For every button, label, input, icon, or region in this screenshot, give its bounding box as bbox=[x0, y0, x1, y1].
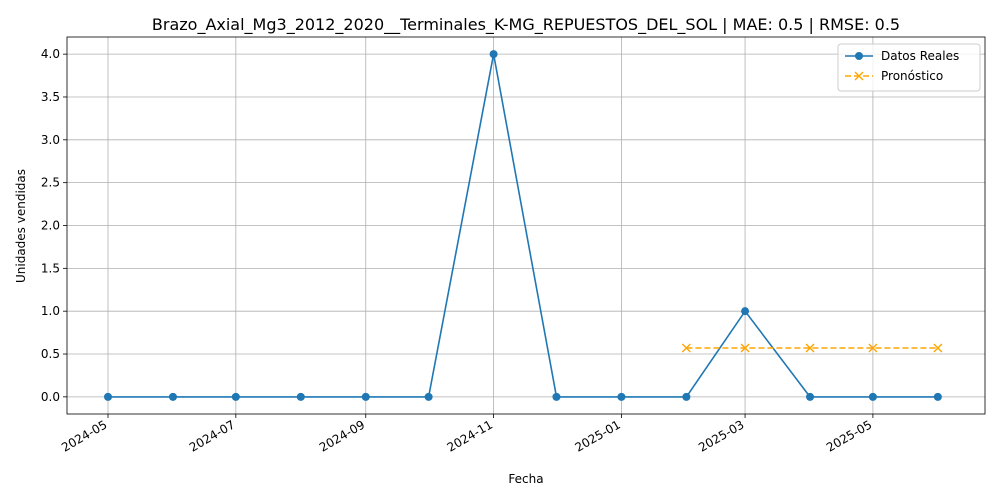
y-tick-label: 1.5 bbox=[41, 261, 60, 275]
series-line-0 bbox=[108, 53, 938, 398]
data-point bbox=[806, 392, 815, 401]
data-point-stroke bbox=[740, 343, 750, 353]
y-tick-label: 2.0 bbox=[41, 219, 60, 233]
series-layer bbox=[104, 50, 943, 401]
data-point bbox=[868, 343, 878, 353]
x-axis-label: Fecha bbox=[508, 472, 543, 486]
data-point-stroke bbox=[805, 343, 815, 353]
legend-marker bbox=[855, 52, 863, 60]
data-point bbox=[104, 392, 112, 401]
data-point-stroke bbox=[868, 343, 878, 353]
data-point bbox=[617, 392, 626, 401]
data-point bbox=[489, 50, 498, 59]
data-point bbox=[741, 307, 750, 316]
data-point-stroke bbox=[681, 343, 691, 353]
legend: Datos Reales Pronóstico bbox=[837, 43, 981, 92]
data-point bbox=[805, 343, 815, 353]
data-point-stroke bbox=[933, 343, 943, 353]
data-point bbox=[168, 392, 177, 401]
data-point bbox=[868, 392, 877, 401]
y-tick-label: 0.5 bbox=[41, 347, 60, 361]
y-tick-label: 3.0 bbox=[41, 133, 60, 147]
data-point bbox=[361, 392, 370, 401]
y-axis: 0.0 0.5 1.0 1.5 2.0 2.5 3.0 3.5 4.0 bbox=[41, 47, 67, 404]
y-tick-label: 3.5 bbox=[41, 90, 60, 104]
data-point bbox=[682, 392, 691, 401]
y-tick-label: 0.0 bbox=[41, 390, 60, 404]
y-tick-label: 1.0 bbox=[41, 304, 60, 318]
legend-marker bbox=[854, 71, 864, 81]
plot-frame bbox=[66, 36, 986, 415]
chart-title: Brazo_Axial_Mg3_2012_2020__Terminales_K-… bbox=[152, 15, 900, 35]
data-point bbox=[296, 392, 305, 401]
legend-box bbox=[837, 43, 981, 92]
data-point bbox=[552, 392, 561, 401]
data-point bbox=[681, 343, 691, 353]
data-point bbox=[424, 392, 433, 401]
y-tick-label: 2.5 bbox=[41, 176, 60, 190]
data-point bbox=[933, 392, 942, 401]
data-point bbox=[933, 343, 943, 353]
data-point bbox=[231, 392, 240, 401]
data-point bbox=[740, 343, 750, 353]
y-axis-label: Unidades vendidas bbox=[14, 169, 28, 283]
legend-label: Pronóstico bbox=[881, 69, 943, 83]
grid bbox=[67, 37, 985, 414]
legend-label: Datos Reales bbox=[881, 49, 959, 63]
y-tick-label: 4.0 bbox=[41, 47, 60, 61]
